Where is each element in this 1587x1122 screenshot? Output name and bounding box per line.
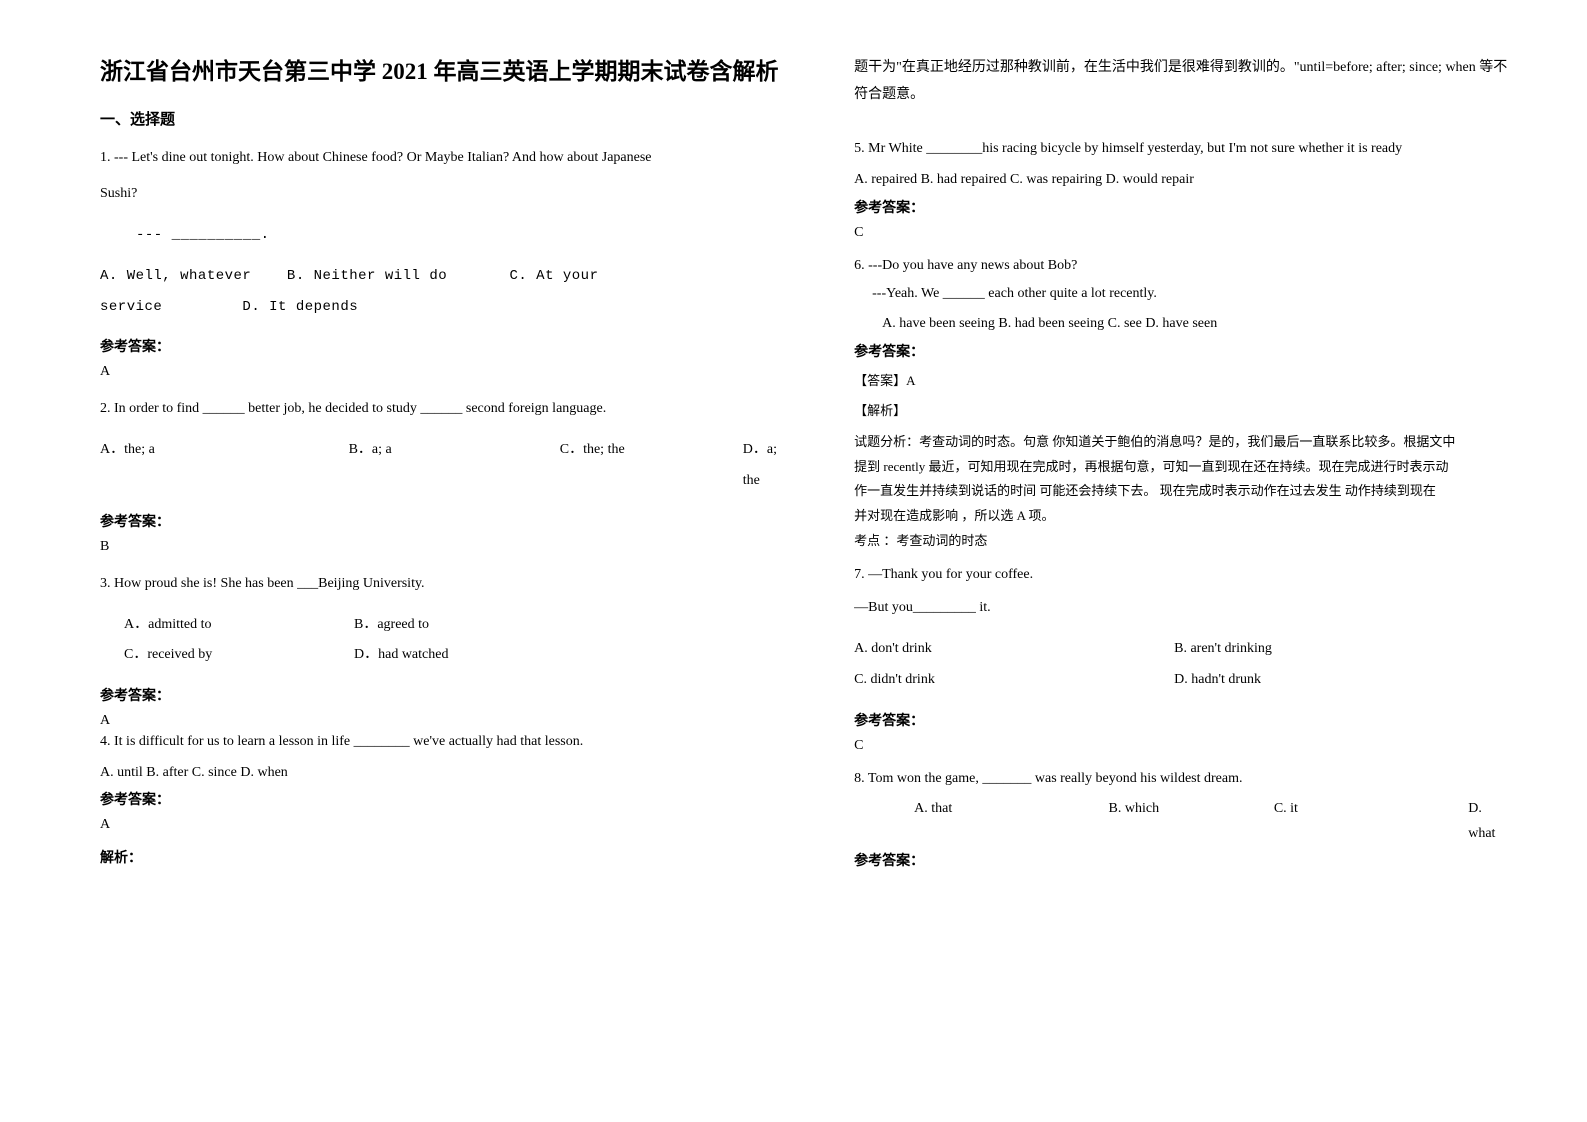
- q2-text: 2. In order to find ______ better job, h…: [100, 394, 794, 425]
- q3-answer: A: [100, 713, 794, 729]
- q4-jiexi-label: 解析：: [100, 847, 794, 867]
- document-title: 浙江省台州市天台第三中学 2021 年高三英语上学期期末试卷含解析: [100, 55, 794, 90]
- right-column: 题干为"在真正地经历过那种教训前，在生活中我们是很难得到教训的。"until=b…: [854, 55, 1511, 1067]
- q6-jiexi3: 作一直发生并持续到说话的时间 可能还会持续下去。 现在完成时表示动作在过去发生 …: [854, 479, 1511, 504]
- q7-optC: C. didn't drink: [854, 665, 1174, 696]
- q2-options: A．the; a B．a; a C．the; the D．a; the: [100, 435, 794, 497]
- q8-optD: D. what: [1468, 796, 1511, 846]
- q8-options: A. that B. which C. it D. what: [914, 796, 1511, 846]
- left-column: 浙江省台州市天台第三中学 2021 年高三英语上学期期末试卷含解析 一、选择题 …: [100, 55, 794, 1067]
- q2-optD: D．a; the: [743, 435, 794, 497]
- q6-answer-label: 参考答案：: [854, 341, 1511, 361]
- q6-jiexi2: 提到 recently 最近，可知用现在完成时，再根据句意，可知一直到现在还在持…: [854, 455, 1511, 480]
- q6-jiexi1: 试题分析：考查动词的时态。句意 你知道关于鲍伯的消息吗？是的，我们最后一直联系比…: [854, 430, 1511, 455]
- q5-options: A. repaired B. had repaired C. was repai…: [854, 167, 1511, 192]
- q2-optA: A．the; a: [100, 435, 269, 497]
- q7-answer-label: 参考答案：: [854, 710, 1511, 730]
- q3-answer-label: 参考答案：: [100, 685, 794, 705]
- top-explanation: 题干为"在真正地经历过那种教训前，在生活中我们是很难得到教训的。"until=b…: [854, 55, 1511, 108]
- q7-text-line1: 7. —Thank you for your coffee.: [854, 563, 1511, 587]
- q3-optA: A．admitted to: [124, 610, 354, 641]
- q4-options: A. until B. after C. since D. when: [100, 760, 794, 785]
- q6-answer-tag: 【答案】A: [854, 369, 1511, 394]
- q6-options: A. have been seeing B. had been seeing C…: [882, 311, 1511, 336]
- q1-dash: --- __________.: [136, 220, 794, 251]
- q3-options-row2: C．received by D．had watched: [124, 640, 794, 671]
- q4-text: 4. It is difficult for us to learn a les…: [100, 731, 794, 753]
- q8-answer-label: 参考答案：: [854, 850, 1511, 870]
- q3-optB: B．agreed to: [354, 610, 429, 641]
- q1-answer-label: 参考答案：: [100, 336, 794, 356]
- q4-answer-label: 参考答案：: [100, 789, 794, 809]
- q1-answer: A: [100, 364, 794, 380]
- q5-text: 5. Mr White ________his racing bicycle b…: [854, 136, 1511, 161]
- q5-answer: C: [854, 225, 1511, 241]
- q6-text-line1: 6. ---Do you have any news about Bob?: [854, 255, 1511, 277]
- q8-optB: B. which: [1109, 796, 1274, 846]
- q2-optB: B．a; a: [349, 435, 480, 497]
- q4-answer: A: [100, 817, 794, 833]
- q1-text-line1: 1. --- Let's dine out tonight. How about…: [100, 143, 794, 174]
- q1-text-line2: Sushi?: [100, 179, 794, 210]
- q7-optB: B. aren't drinking: [1174, 634, 1272, 665]
- q8-optA: A. that: [914, 796, 1108, 846]
- q2-optC: C．the; the: [560, 435, 663, 497]
- q6-kaodian: 考点 ：考查动词的时态: [854, 529, 1511, 554]
- q8-text: 8. Tom won the game, _______ was really …: [854, 768, 1511, 790]
- q7-options-row1: A. don't drink B. aren't drinking: [854, 634, 1511, 665]
- q7-text-line2: —But you_________ it.: [854, 593, 1511, 624]
- q3-text: 3. How proud she is! She has been ___Bei…: [100, 569, 794, 600]
- q7-options-row2: C. didn't drink D. hadn't drunk: [854, 665, 1511, 696]
- q7-optA: A. don't drink: [854, 634, 1174, 665]
- q3-optD: D．had watched: [354, 640, 448, 671]
- q6-jiexi4: 并对现在造成影响 ，所以选 A 项。: [854, 504, 1511, 529]
- section-heading: 一、选择题: [100, 108, 794, 129]
- q5-answer-label: 参考答案：: [854, 197, 1511, 217]
- q7-optD: D. hadn't drunk: [1174, 665, 1261, 696]
- q6-text-line2: ---Yeah. We ______ each other quite a lo…: [872, 283, 1511, 305]
- q3-options-row1: A．admitted to B．agreed to: [124, 610, 794, 641]
- q1-options-line2: service D. It depends: [100, 292, 794, 323]
- q6-jiexi-tag: 【解析】: [854, 399, 1511, 424]
- q2-answer-label: 参考答案：: [100, 511, 794, 531]
- q1-options-line1: A. Well, whatever B. Neither will do C. …: [100, 261, 794, 292]
- q7-answer: C: [854, 738, 1511, 754]
- q3-optC: C．received by: [124, 640, 354, 671]
- q8-optC: C. it: [1274, 796, 1468, 846]
- q2-answer: B: [100, 539, 794, 555]
